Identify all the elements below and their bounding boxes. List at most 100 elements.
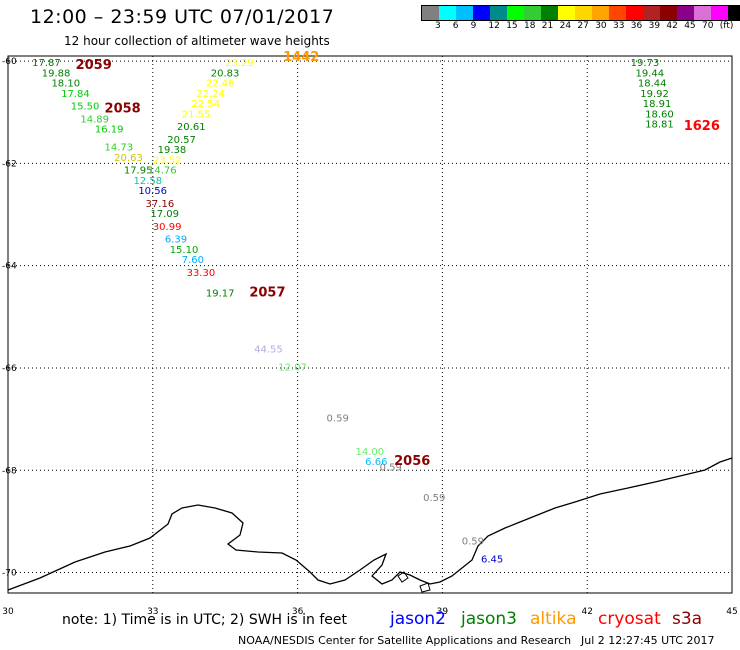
wave-height-label: 19.92 — [640, 89, 669, 100]
wave-height-label: 30.99 — [153, 222, 182, 233]
satellite-name-altika: altika — [530, 609, 577, 629]
wave-height-label: 22.46 — [206, 79, 235, 90]
wave-height-label: 18.91 — [643, 99, 672, 110]
wave-height-label: 20.61 — [177, 122, 206, 133]
wave-height-label: 14.76 — [148, 166, 177, 177]
legend-label: 21 — [541, 21, 554, 31]
legend-label: 18 — [524, 21, 536, 31]
wave-height-label: 23.29 — [225, 58, 254, 69]
legend-swatch — [677, 6, 694, 20]
legend-swatch — [609, 6, 626, 20]
timestamp-text: Jul 2 12:27:45 UTC 2017 — [581, 634, 715, 647]
wave-height-label: 17.09 — [150, 209, 179, 220]
wave-height-label: 14.89 — [80, 114, 109, 125]
wave-height-label: 18.60 — [645, 109, 674, 120]
footer-note: note: 1) Time is in UTC; 2) SWH is in fe… — [62, 612, 348, 628]
y-tick-label: -62 — [2, 159, 17, 169]
legend-swatch — [558, 6, 575, 20]
island-outline — [397, 571, 409, 583]
orbit-number-label: 1626 — [684, 119, 720, 134]
wave-height-label: 6.45 — [481, 554, 503, 565]
wave-height-label: 0.59 — [462, 536, 484, 547]
legend-swatch — [711, 6, 728, 20]
wave-height-label: 22.54 — [191, 99, 220, 110]
wave-height-label: 20.57 — [167, 135, 196, 146]
orbit-number-label: 2058 — [105, 101, 141, 116]
legend-label: 9 — [470, 21, 477, 31]
legend-swatch — [592, 6, 609, 20]
x-tick-label: 33 — [147, 607, 158, 617]
wave-height-color-legend — [421, 5, 740, 21]
legend-swatch — [456, 6, 473, 20]
legend-label: 30 — [595, 21, 607, 31]
orbit-number-label: 2056 — [394, 454, 430, 469]
satellite-name-jason2: jason2 — [390, 609, 446, 629]
orbit-number-label: 1442 — [283, 50, 319, 65]
legend-swatch — [694, 6, 711, 20]
wave-height-label: 19.44 — [635, 68, 664, 79]
legend-swatch — [643, 6, 660, 20]
legend-label: (ft) — [719, 21, 734, 31]
x-tick-label: 30 — [2, 607, 14, 617]
wave-height-label: 6.66 — [365, 457, 387, 468]
legend-label: 39 — [648, 21, 661, 31]
legend-swatch — [490, 6, 507, 20]
wave-height-label: 14.73 — [105, 143, 134, 154]
island-outline — [419, 582, 431, 593]
credit-text: NOAA/NESDIS Center for Satellite Applica… — [238, 634, 572, 647]
wave-height-label: 19.73 — [631, 58, 660, 69]
legend-swatch — [728, 6, 740, 20]
orbit-number-label: 2059 — [76, 58, 112, 73]
wave-height-label: 37.16 — [146, 199, 175, 210]
wave-height-label: 7.60 — [182, 255, 204, 266]
satellite-name-jason3: jason3 — [461, 609, 517, 629]
wave-height-label: 16.19 — [95, 125, 124, 136]
wave-height-label: 18.44 — [638, 79, 667, 90]
x-tick-label: 39 — [437, 607, 449, 617]
wave-height-label: 21.55 — [182, 109, 211, 120]
wave-height-label: 44.55 — [254, 345, 283, 356]
legend-label: 45 — [684, 21, 696, 31]
satellite-name-s3a: s3a — [672, 609, 703, 629]
wave-height-label: 19.38 — [158, 145, 187, 156]
wave-height-label: 18.81 — [645, 120, 674, 131]
y-tick-label: -70 — [2, 569, 17, 579]
x-tick-label: 45 — [726, 607, 737, 617]
wave-height-label: 12.07 — [278, 363, 307, 374]
wave-height-label: 6.39 — [165, 235, 187, 246]
x-tick-label: 36 — [292, 607, 304, 617]
legend-swatch — [439, 6, 456, 20]
wave-height-label: 10.56 — [138, 186, 167, 197]
legend-swatch — [507, 6, 524, 20]
page-title: 12:00 – 23:59 UTC 07/01/2017 — [30, 6, 335, 28]
wave-height-label: 17.95 — [124, 166, 153, 177]
wave-height-label: 19.17 — [206, 288, 235, 299]
legend-swatch — [473, 6, 490, 20]
legend-label: 6 — [452, 21, 459, 31]
legend-label: 27 — [577, 21, 589, 31]
x-tick-label: 42 — [581, 607, 592, 617]
legend-label: 36 — [630, 21, 643, 31]
legend-label: 12 — [488, 21, 500, 31]
legend-swatch — [626, 6, 643, 20]
legend-swatch — [575, 6, 592, 20]
wave-height-label: 0.59 — [423, 493, 445, 504]
map-frame — [7, 55, 733, 594]
wave-height-label: 33.30 — [187, 268, 216, 279]
legend-label: 70 — [702, 21, 714, 31]
wave-height-label: 17.84 — [61, 89, 90, 100]
wave-height-label: 20.83 — [211, 68, 240, 79]
wave-height-label: 20.63 — [114, 153, 143, 164]
wave-height-label: 23.52 — [153, 155, 182, 166]
wave-height-label: 14.00 — [356, 447, 385, 458]
page-subtitle: 12 hour collection of altimeter wave hei… — [64, 34, 330, 48]
wave-height-label: 18.10 — [51, 79, 80, 90]
wave-height-label: 19.88 — [42, 68, 71, 79]
coastline — [7, 457, 733, 591]
legend-label: 24 — [559, 21, 572, 31]
satellite-name-cryosat: cryosat — [598, 609, 661, 629]
y-tick-label: -64 — [2, 262, 17, 272]
wave-height-label: 22.24 — [196, 89, 225, 100]
